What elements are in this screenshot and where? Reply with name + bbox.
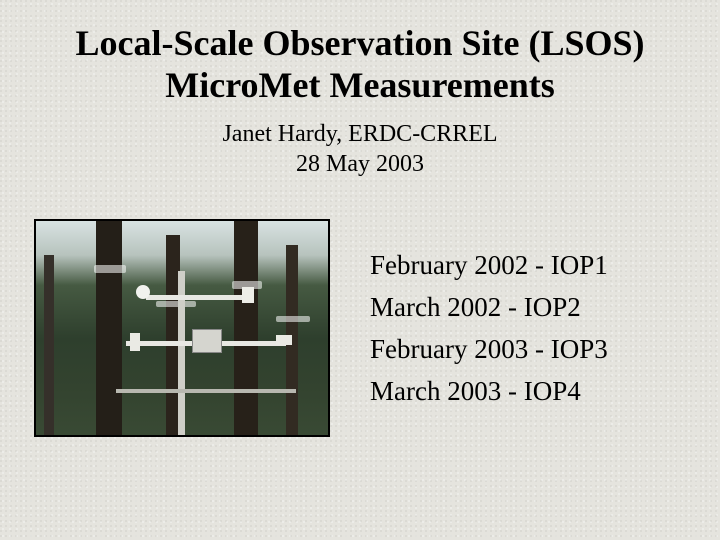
tree-trunk (96, 219, 122, 435)
site-photo (34, 219, 330, 437)
sensor-housing (192, 329, 222, 353)
title-line-2: MicroMet Measurements (165, 65, 555, 105)
slide-title: Local-Scale Observation Site (LSOS) Micr… (34, 22, 686, 107)
snow-patch (156, 301, 196, 307)
tree-trunk (234, 219, 258, 435)
sensor (276, 335, 292, 345)
list-item: March 2003 - IOP4 (370, 371, 686, 413)
list-item: February 2003 - IOP3 (370, 329, 686, 371)
iop-list: February 2002 - IOP1 March 2002 - IOP2 F… (370, 243, 686, 412)
sensor (242, 287, 254, 303)
sensor (130, 333, 140, 351)
snow-patch (276, 316, 310, 322)
list-item: February 2002 - IOP1 (370, 245, 686, 287)
instrument-boom (116, 389, 296, 393)
slide: Local-Scale Observation Site (LSOS) Micr… (0, 0, 720, 540)
tree-trunk (44, 255, 54, 435)
content-row: February 2002 - IOP1 March 2002 - IOP2 F… (34, 219, 686, 437)
list-item: March 2002 - IOP2 (370, 287, 686, 329)
instrument-boom (146, 295, 246, 300)
slide-subtitle: Janet Hardy, ERDC-CRREL 28 May 2003 (34, 119, 686, 179)
subtitle-author: Janet Hardy, ERDC-CRREL (222, 121, 497, 147)
subtitle-date: 28 May 2003 (296, 151, 424, 177)
sensor (136, 285, 150, 299)
title-line-1: Local-Scale Observation Site (LSOS) (76, 23, 645, 63)
snow-patch (94, 265, 126, 273)
